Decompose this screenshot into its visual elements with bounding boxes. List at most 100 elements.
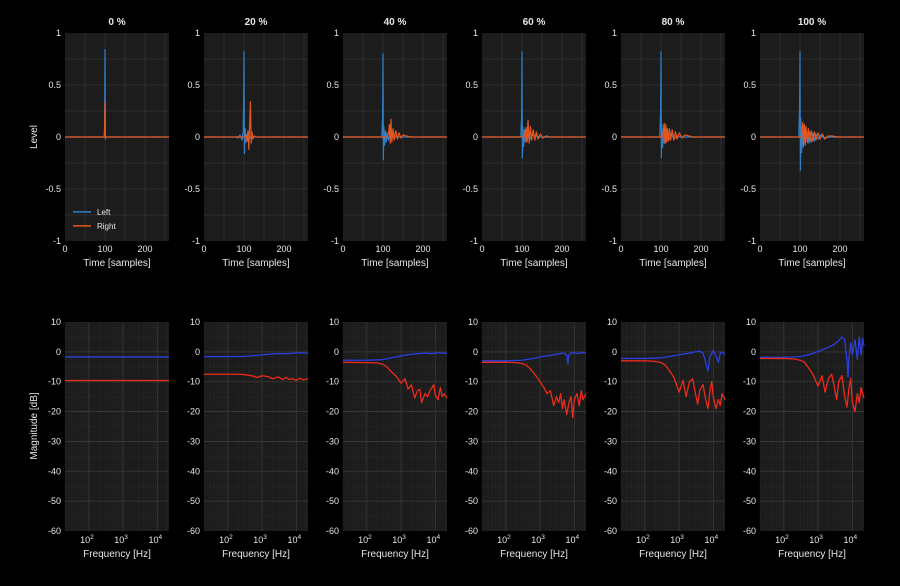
series-line-right xyxy=(204,373,309,382)
panel-title: 100 % xyxy=(798,17,826,28)
y-tick-label: -50 xyxy=(465,496,478,506)
y-tick-label: 1 xyxy=(751,28,756,38)
series-line-right xyxy=(65,102,169,139)
x-tick-label: 200 xyxy=(415,244,430,254)
y-tick-label: -50 xyxy=(743,496,756,506)
x-axis-label: Frequency [Hz] xyxy=(83,549,151,560)
y-tick-label: -20 xyxy=(604,407,617,417)
x-tick-label: 103 xyxy=(114,534,128,545)
chart-panel-impulse-4: 0 100 200 -1 -0.5 0 0.5 1 Time [samples] 60 % xyxy=(462,17,586,269)
x-tick-label: 200 xyxy=(832,244,847,254)
y-tick-label: 10 xyxy=(746,317,756,327)
y-tick-label: -40 xyxy=(48,466,61,476)
y-tick-label: 0 xyxy=(195,132,200,142)
x-tick-exponent: 4 xyxy=(853,534,857,541)
x-tick-label: 0 xyxy=(340,244,345,254)
series-line-right xyxy=(621,122,725,144)
x-tick-label: 104 xyxy=(843,534,857,545)
x-tick-exponent: 3 xyxy=(680,534,684,541)
x-axis-label: Time [samples] xyxy=(778,258,846,269)
series-line-left xyxy=(760,336,865,378)
y-tick-label: -10 xyxy=(465,377,478,387)
x-axis-label: Frequency [Hz] xyxy=(778,549,846,560)
y-tick-label: -60 xyxy=(465,526,478,536)
legend-label-left: Left xyxy=(97,208,111,217)
x-tick-exponent: 4 xyxy=(714,534,718,541)
x-tick-label: 104 xyxy=(287,534,301,545)
y-tick-label: 0 xyxy=(334,132,339,142)
y-tick-label: -1 xyxy=(470,236,478,246)
x-tick-exponent: 2 xyxy=(368,534,372,541)
y-tick-label: -1 xyxy=(609,236,617,246)
series-line-right xyxy=(204,101,308,151)
x-tick-label: 103 xyxy=(392,534,406,545)
y-tick-label: -40 xyxy=(604,466,617,476)
chart-panel-impulse-3: 0 100 200 -1 -0.5 0 0.5 1 Time [samples] 40 % xyxy=(323,17,447,269)
y-tick-label: -30 xyxy=(465,436,478,446)
x-tick-exponent: 2 xyxy=(646,534,650,541)
x-tick-label: 102 xyxy=(636,534,650,545)
x-tick-exponent: 4 xyxy=(158,534,162,541)
series-line-right xyxy=(760,357,865,413)
y-tick-label: -40 xyxy=(326,466,339,476)
x-tick-label: 104 xyxy=(426,534,440,545)
chart-panel-impulse-1: 0 100 200 -1 -0.5 0 0.5 1 Time [samples] 0 % Left R… xyxy=(45,17,169,269)
x-tick-label: 0 xyxy=(479,244,484,254)
x-tick-label: 102 xyxy=(775,534,789,545)
chart-panel-impulse-2: 0 100 200 -1 -0.5 0 0.5 1 Time [samples] 20 % xyxy=(184,17,308,269)
legend-label-right: Right xyxy=(97,222,116,231)
y-tick-label: -10 xyxy=(604,377,617,387)
y-tick-label: -50 xyxy=(48,496,61,506)
x-tick-label: 102 xyxy=(497,534,511,545)
y-tick-label: -40 xyxy=(465,466,478,476)
y-tick-label: -30 xyxy=(48,436,61,446)
series-line-right xyxy=(342,361,448,404)
y-tick-label: -20 xyxy=(326,407,339,417)
y-tick-label: -30 xyxy=(604,436,617,446)
y-tick-label: 0 xyxy=(56,347,61,357)
x-tick-label: 102 xyxy=(219,534,233,545)
y-tick-label: -60 xyxy=(187,526,200,536)
y-tick-label: 0.5 xyxy=(604,80,617,90)
y-tick-label: -50 xyxy=(187,496,200,506)
chart-panel-magnitude-3: 102 103 104 -60 -50 -40 -30 -20 -10 0 10 Frequency … xyxy=(326,317,448,560)
y-tick-label: -10 xyxy=(326,377,339,387)
x-tick-label: 104 xyxy=(565,534,579,545)
y-tick-label: 10 xyxy=(190,317,200,327)
y-tick-label: -20 xyxy=(187,407,200,417)
series-line-right xyxy=(343,118,447,144)
x-tick-label: 100 xyxy=(236,244,251,254)
x-tick-label: 103 xyxy=(253,534,267,545)
y-tick-label: 0.5 xyxy=(326,80,339,90)
y-tick-label: -1 xyxy=(331,236,339,246)
y-tick-label: 1 xyxy=(612,28,617,38)
y-tick-label: 10 xyxy=(329,317,339,327)
y-tick-label: -30 xyxy=(187,436,200,446)
y-tick-label: 1 xyxy=(195,28,200,38)
x-tick-label: 102 xyxy=(80,534,94,545)
x-tick-label: 200 xyxy=(276,244,291,254)
x-tick-label: 0 xyxy=(757,244,762,254)
x-tick-label: 103 xyxy=(809,534,823,545)
x-axis-label: Frequency [Hz] xyxy=(639,549,707,560)
x-tick-label: 103 xyxy=(531,534,545,545)
y-tick-label: 1 xyxy=(473,28,478,38)
x-tick-label: 200 xyxy=(693,244,708,254)
y-tick-label: 1 xyxy=(334,28,339,38)
y-tick-label: -0.5 xyxy=(45,184,61,194)
y-tick-label: -50 xyxy=(326,496,339,506)
x-tick-exponent: 2 xyxy=(507,534,511,541)
series-line-left xyxy=(621,349,726,372)
x-tick-exponent: 2 xyxy=(90,534,94,541)
x-tick-label: 102 xyxy=(358,534,372,545)
y-tick-label: -60 xyxy=(326,526,339,536)
x-axis-label: Time [samples] xyxy=(222,258,290,269)
y-tick-label: -60 xyxy=(48,526,61,536)
x-tick-exponent: 3 xyxy=(124,534,128,541)
chart-panel-magnitude-4: 102 103 104 -60 -50 -40 -30 -20 -10 0 10 Frequency … xyxy=(465,317,587,560)
y-tick-label: -20 xyxy=(48,407,61,417)
y-tick-label: 10 xyxy=(607,317,617,327)
y-tick-label: -40 xyxy=(187,466,200,476)
